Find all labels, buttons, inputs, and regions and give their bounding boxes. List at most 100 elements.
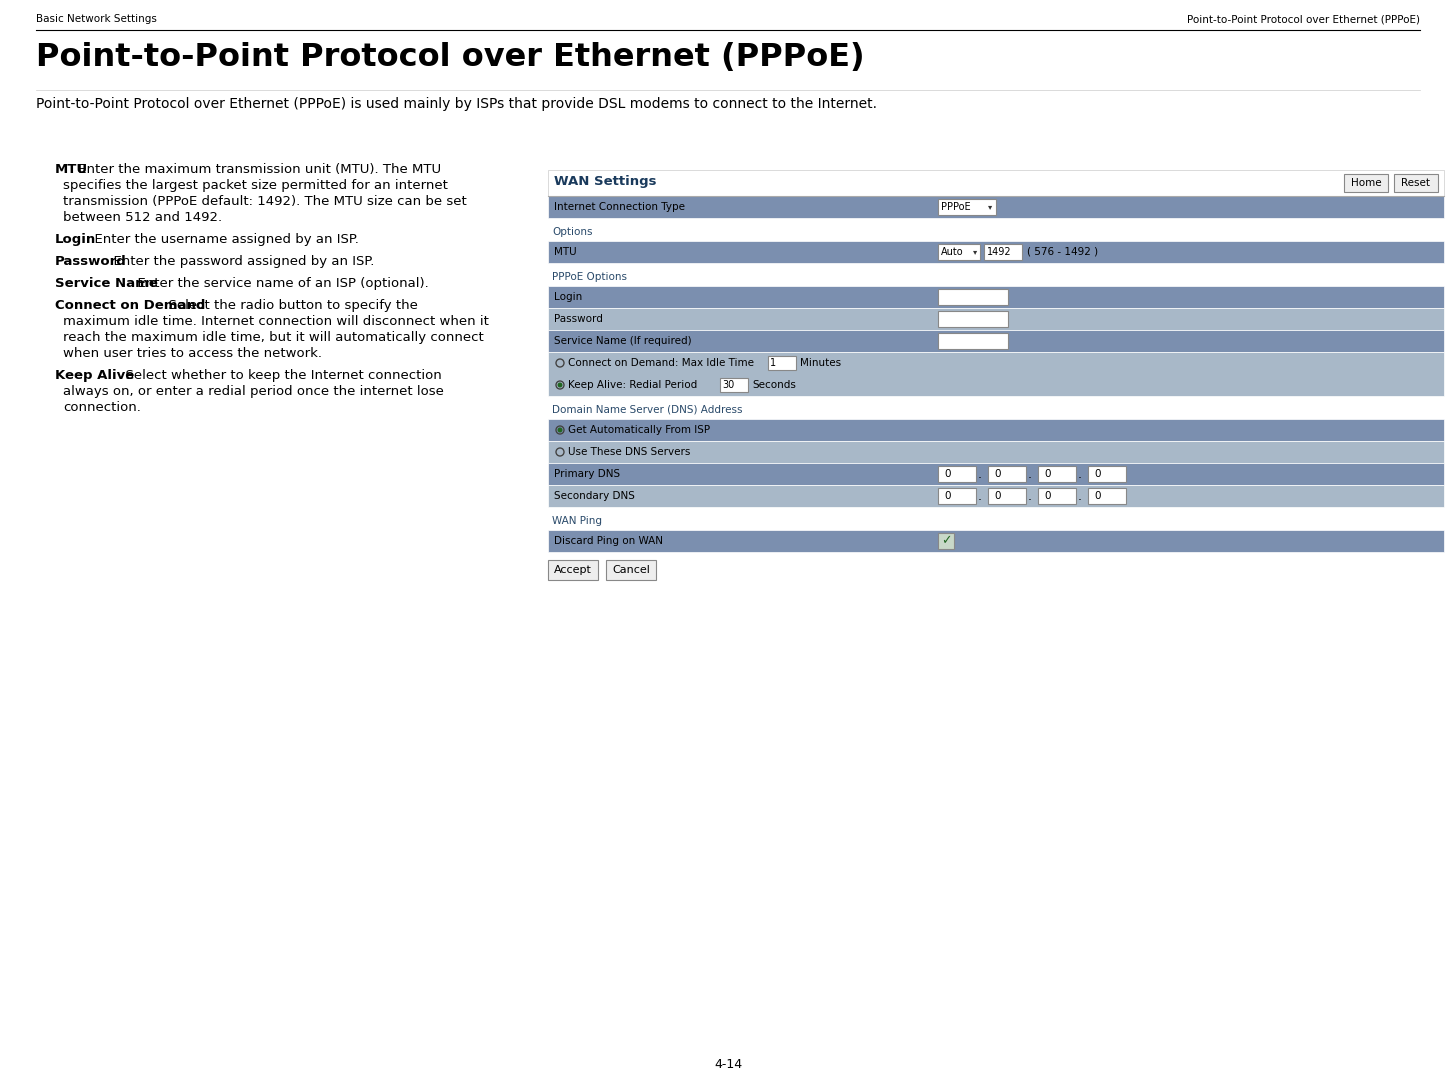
Text: ✓: ✓ (941, 535, 951, 548)
Text: 0: 0 (994, 491, 1000, 501)
Text: Service Name (If required): Service Name (If required) (553, 336, 692, 346)
Text: Point-to-Point Protocol over Ethernet (PPPoE): Point-to-Point Protocol over Ethernet (P… (36, 41, 865, 73)
Text: .: . (978, 490, 981, 503)
Text: Login: Login (553, 292, 582, 302)
Text: .: . (1028, 490, 1032, 503)
Bar (547, 352, 1444, 396)
Bar (767, 356, 796, 370)
Text: Connect on Demand: Max Idle Time: Connect on Demand: Max Idle Time (568, 358, 754, 368)
Bar (547, 223, 1444, 241)
Text: Enter the username assigned by an ISP.: Enter the username assigned by an ISP. (86, 233, 358, 245)
Text: 1: 1 (770, 358, 776, 368)
Text: Enter the service name of an ISP (optional).: Enter the service name of an ISP (option… (130, 277, 430, 290)
Bar (547, 485, 1444, 507)
Text: Auto: Auto (941, 247, 964, 257)
Bar (938, 333, 1008, 349)
Text: 0: 0 (1044, 491, 1050, 501)
Text: Minutes: Minutes (799, 358, 842, 368)
Text: MTU: MTU (55, 163, 89, 176)
Text: 4-14: 4-14 (713, 1058, 743, 1071)
Text: ▾: ▾ (973, 248, 977, 256)
Text: PPPoE: PPPoE (941, 202, 971, 212)
Text: Basic Network Settings: Basic Network Settings (36, 14, 157, 24)
Text: 0: 0 (1093, 491, 1101, 501)
Text: Accept: Accept (555, 565, 593, 575)
Bar (547, 530, 1444, 552)
Text: connection.: connection. (63, 401, 141, 413)
Circle shape (558, 428, 562, 432)
Text: Point-to-Point Protocol over Ethernet (PPPoE) is used mainly by ISPs that provid: Point-to-Point Protocol over Ethernet (P… (36, 97, 877, 111)
Text: Home: Home (1351, 178, 1382, 188)
Text: between 512 and 1492.: between 512 and 1492. (63, 211, 223, 224)
Text: Login: Login (55, 233, 96, 245)
Text: Select the radio button to specify the: Select the radio button to specify the (160, 299, 418, 312)
Text: Cancel: Cancel (612, 565, 649, 575)
Bar (721, 377, 748, 392)
Bar (1038, 466, 1076, 482)
Bar (984, 244, 1022, 260)
Bar (547, 560, 598, 580)
Circle shape (558, 383, 562, 387)
Text: Secondary DNS: Secondary DNS (553, 491, 635, 501)
Text: Options: Options (552, 227, 593, 237)
Text: Connect on Demand: Connect on Demand (55, 299, 205, 312)
Text: transmission (PPPoE default: 1492). The MTU size can be set: transmission (PPPoE default: 1492). The … (63, 195, 467, 208)
Text: Reset: Reset (1402, 178, 1430, 188)
Text: Select whether to keep the Internet connection: Select whether to keep the Internet conn… (116, 369, 441, 382)
Bar (1344, 173, 1388, 192)
Text: 0: 0 (1044, 469, 1050, 479)
Bar (1088, 466, 1125, 482)
Bar (938, 533, 954, 549)
Text: 1492: 1492 (987, 247, 1012, 257)
Bar (547, 512, 1444, 530)
Text: Discard Ping on WAN: Discard Ping on WAN (553, 536, 662, 546)
Bar (606, 560, 657, 580)
Text: 30: 30 (722, 380, 734, 389)
Bar (547, 329, 1444, 352)
Bar (547, 196, 1444, 218)
Bar (1088, 488, 1125, 504)
Bar (547, 401, 1444, 419)
Bar (938, 466, 976, 482)
Text: ( 576 - 1492 ): ( 576 - 1492 ) (1026, 247, 1098, 257)
Bar (547, 241, 1444, 263)
Bar (938, 244, 980, 260)
Text: Keep Alive: Redial Period: Keep Alive: Redial Period (568, 380, 697, 389)
Text: Primary DNS: Primary DNS (553, 469, 620, 479)
Text: reach the maximum idle time, but it will automatically connect: reach the maximum idle time, but it will… (63, 331, 483, 344)
Text: Password: Password (553, 314, 603, 324)
Bar (989, 488, 1026, 504)
Text: .: . (1077, 490, 1082, 503)
Text: Get Automatically From ISP: Get Automatically From ISP (568, 425, 711, 435)
Bar (938, 311, 1008, 327)
Text: 0: 0 (1093, 469, 1101, 479)
Text: ▾: ▾ (989, 203, 992, 212)
Text: when user tries to access the network.: when user tries to access the network. (63, 347, 322, 360)
Text: .: . (1028, 468, 1032, 480)
Bar (1393, 173, 1439, 192)
Text: specifies the largest packet size permitted for an internet: specifies the largest packet size permit… (63, 179, 448, 192)
Text: MTU: MTU (553, 247, 577, 257)
Text: WAN Settings: WAN Settings (553, 175, 657, 188)
Text: Seconds: Seconds (751, 380, 796, 389)
Text: .: . (1077, 468, 1082, 480)
Text: Enter the password assigned by an ISP.: Enter the password assigned by an ISP. (105, 255, 374, 268)
Text: .: . (978, 468, 981, 480)
Bar (547, 308, 1444, 329)
Bar (547, 286, 1444, 308)
Text: Domain Name Server (DNS) Address: Domain Name Server (DNS) Address (552, 405, 743, 415)
Bar (1038, 488, 1076, 504)
Bar (938, 199, 996, 215)
Text: Keep Alive: Keep Alive (55, 369, 134, 382)
Text: always on, or enter a redial period once the internet lose: always on, or enter a redial period once… (63, 385, 444, 398)
Text: PPPoE Options: PPPoE Options (552, 272, 628, 281)
Bar (547, 268, 1444, 286)
Text: Enter the maximum transmission unit (MTU). The MTU: Enter the maximum transmission unit (MTU… (74, 163, 441, 176)
Text: maximum idle time. Internet connection will disconnect when it: maximum idle time. Internet connection w… (63, 315, 489, 328)
Text: Internet Connection Type: Internet Connection Type (553, 202, 684, 212)
Text: Point-to-Point Protocol over Ethernet (PPPoE): Point-to-Point Protocol over Ethernet (P… (1187, 14, 1420, 24)
Bar (938, 289, 1008, 305)
Bar (989, 466, 1026, 482)
Bar (547, 170, 1444, 196)
Text: Password: Password (55, 255, 127, 268)
